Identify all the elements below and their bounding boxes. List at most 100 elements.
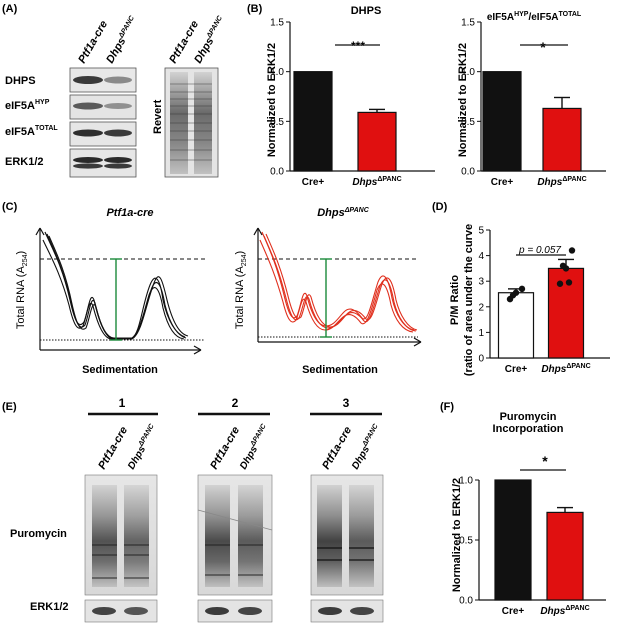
data-point	[518, 285, 526, 293]
data-point	[556, 280, 564, 287]
category-label: DhpsΔPANC	[537, 176, 586, 188]
chart-d-ylabel-2: (ratio of area under the curve	[463, 224, 475, 376]
y-tick-label: 5	[478, 226, 484, 237]
blot-erk	[69, 148, 137, 178]
plot-c1-xlabel: Sedimentation	[82, 364, 158, 376]
chart-f-title-1: Puromycin	[500, 411, 557, 423]
y-tick-label: 1.5	[461, 18, 475, 29]
e2-header-ptf1a: Ptf1a-cre	[208, 425, 242, 472]
bar	[546, 511, 584, 601]
bar	[542, 107, 582, 172]
charts-layer: 0.0 0.5 1.0 1.5 Cre+ DhpsΔPANC 0.0 0.5 1.0 1.5 Cre…	[270, 18, 610, 617]
chart-b1-ylabel: Normalized to ERK1/2	[266, 43, 278, 157]
row-label-eif5a-hyp: eIF5AHYP	[5, 99, 50, 112]
y-tick-label: 0.5	[461, 117, 475, 128]
blot-revert	[164, 67, 219, 178]
revert-label: Revert	[152, 99, 164, 134]
y-tick-label: 0.5	[270, 117, 284, 128]
panel-a-lane-headers: Ptf1a-cre DhpsΔPANC Ptf1a-cre DhpsΔPANC	[76, 14, 229, 65]
panel-e-lane-headers: Ptf1a-cre DhpsΔPANC Ptf1a-cre DhpsΔPANC …	[96, 422, 384, 472]
chart-d-pvalue: p = 0.057	[518, 245, 561, 256]
panel-f-label: (F)	[440, 401, 454, 413]
category-label: DhpsΔPANC	[352, 176, 401, 188]
row-label-puromycin: Puromycin	[10, 528, 67, 540]
y-tick-label: 1.5	[270, 18, 284, 29]
plot-c2-xlabel: Sedimentation	[302, 364, 378, 376]
chart-b2-title: eIF5AHYP/eIF5ATOTAL	[487, 11, 582, 23]
y-tick-label: 3	[478, 277, 484, 288]
plot-c1-marker	[110, 258, 122, 341]
e2-header-dhps: DhpsΔPANC	[237, 422, 272, 471]
chart-b1-significance: ***	[351, 39, 365, 53]
blot-erk-e2	[197, 599, 273, 623]
blot-puromycin-1	[84, 474, 158, 596]
chart-1: 0.0 0.5 1.0 1.5 Cre+ DhpsΔPANC	[270, 18, 435, 188]
plot-c2-axes	[253, 227, 422, 347]
y-tick-label: 1.0	[459, 476, 473, 487]
category-label: Cre+	[302, 177, 325, 188]
chart-b2-significance: *	[540, 39, 546, 55]
y-tick-label: 0	[478, 354, 484, 365]
e1-header-dhps: DhpsΔPANC	[125, 422, 160, 471]
group-label-2: 2	[232, 396, 239, 410]
category-label: Cre+	[505, 364, 528, 375]
bar	[494, 479, 532, 601]
panel-b-label: (B)	[247, 3, 263, 15]
row-label-eif5a-total: eIF5ATOTAL	[5, 125, 58, 138]
plot-c1-traces	[42, 231, 189, 340]
plot-c1-title: Ptf1a-cre	[106, 207, 153, 219]
chart-b2-ylabel: Normalized to ERK1/2	[457, 43, 469, 157]
category-label: DhpsΔPANC	[541, 363, 590, 375]
revert-header-dhps: DhpsΔPANC	[192, 14, 229, 65]
panel-c-label: (C)	[2, 201, 18, 213]
panel-e-groups: 1 2 3	[88, 396, 382, 416]
bar	[357, 111, 397, 172]
chart-f-ylabel: Normalized to ERK1/2	[451, 478, 463, 592]
plot-c2-traces	[259, 231, 418, 333]
blot-eif5a-hyp	[69, 94, 137, 120]
e3-header-dhps: DhpsΔPANC	[349, 422, 384, 471]
row-label-erk: ERK1/2	[5, 156, 44, 168]
y-tick-label: 0.5	[459, 536, 473, 547]
bar	[293, 71, 333, 172]
chart-f-significance: *	[542, 453, 548, 469]
y-tick-label: 4	[478, 251, 484, 262]
y-tick-label: 0.0	[270, 167, 284, 178]
blot-eif5a-total	[69, 121, 137, 147]
plot-c2-title: DhpsΔPANC	[317, 207, 369, 219]
lane-header-dhps: DhpsΔPANC	[104, 14, 141, 65]
row-label-erk-e: ERK1/2	[30, 601, 69, 613]
e1-header-ptf1a: Ptf1a-cre	[96, 425, 130, 472]
plot-c2-ylabel: Total RNA (A254)	[234, 251, 248, 329]
chart-b1-title: DHPS	[351, 5, 382, 17]
blot-erk-e1	[84, 599, 158, 623]
blot-dhps	[69, 67, 137, 93]
row-label-dhps: DHPS	[5, 75, 36, 87]
data-point	[568, 247, 576, 254]
chart-4: 0.0 0.5 1.0 Cre+ DhpsΔPANC	[459, 469, 606, 617]
e3-header-ptf1a: Ptf1a-cre	[320, 425, 354, 472]
category-label: Cre+	[491, 177, 514, 188]
y-tick-label: 0.0	[461, 167, 475, 178]
chart-2: 0.0 0.5 1.0 1.5 Cre+ DhpsΔPANC	[461, 18, 606, 188]
chart-f-title-2: Incorporation	[493, 423, 564, 435]
plot-c2-marker	[320, 258, 332, 338]
blot-puromycin-3	[310, 474, 384, 596]
data-point	[559, 262, 567, 270]
panel-d-label: (D)	[432, 201, 448, 213]
chart-3: 0 1 2 3 4 5 Cre+ DhpsΔPANC	[478, 226, 610, 375]
y-tick-label: 2	[478, 302, 484, 313]
category-label: DhpsΔPANC	[540, 605, 589, 617]
blot-erk-e3	[310, 599, 384, 623]
group-label-1: 1	[119, 396, 126, 410]
category-label: Cre+	[502, 606, 525, 617]
bar	[482, 71, 522, 172]
panel-e-label: (E)	[2, 401, 17, 413]
chart-d-ylabel-1: P/M Ratio	[449, 275, 461, 325]
plot-c1-ylabel: Total RNA (A254)	[15, 251, 29, 329]
y-tick-label: 1	[478, 328, 484, 339]
group-label-3: 3	[343, 396, 350, 410]
data-point	[509, 292, 517, 299]
data-point	[565, 279, 573, 286]
